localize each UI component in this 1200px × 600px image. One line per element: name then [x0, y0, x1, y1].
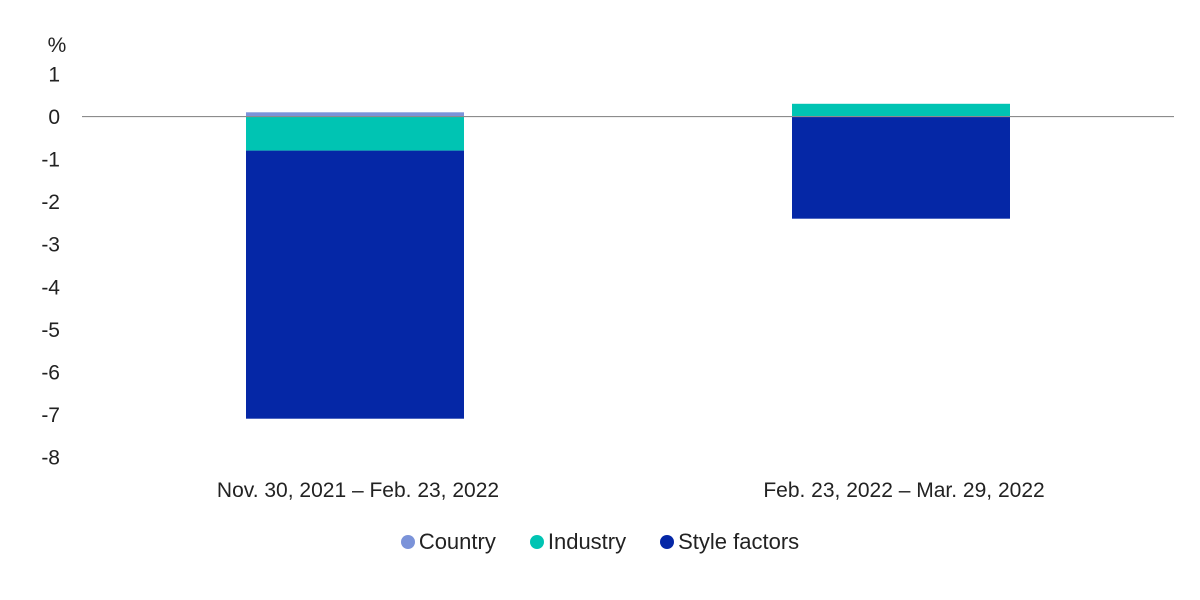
y-tick-label: 0	[48, 106, 60, 129]
y-tick-label: -1	[41, 149, 60, 172]
bar-segment-country	[246, 112, 464, 117]
legend-label: Industry	[547, 529, 627, 554]
legend-swatch-icon	[529, 535, 544, 549]
legend-item: Country	[400, 529, 496, 555]
bars	[246, 103, 1010, 419]
legend-item: Style factors	[660, 529, 799, 555]
y-tick-label: -4	[41, 276, 60, 299]
legend-label: Style factors	[678, 529, 800, 554]
legend-item: Industry	[529, 529, 627, 555]
legend-label: Country	[418, 529, 496, 554]
bar-segment-industry	[246, 116, 464, 151]
y-tick-label: -6	[41, 361, 60, 384]
y-tick-label: -8	[41, 447, 60, 470]
bar-segment-style-factors	[246, 150, 464, 419]
x-category-label: Nov. 30, 2021 – Feb. 23, 2022	[217, 479, 499, 502]
y-tick-label: -7	[41, 404, 60, 427]
y-axis-ticks: 1 0 -1 -2 -3 -4 -5 -6 -7 -8	[41, 64, 60, 470]
y-tick-label: -3	[41, 234, 60, 257]
x-axis-labels: Nov. 30, 2021 – Feb. 23, 2022 Feb. 23, 20…	[217, 479, 1045, 502]
y-tick-label: -2	[41, 191, 60, 214]
legend-swatch-icon	[400, 535, 415, 549]
y-tick-label: 1	[48, 64, 60, 87]
bar-segment-style-factors	[792, 116, 1010, 219]
x-category-label: Feb. 23, 2022 – Mar. 29, 2022	[763, 479, 1044, 502]
bar-segment-industry	[792, 103, 1010, 117]
legend-swatch-icon	[660, 535, 675, 549]
y-axis-unit-label: %	[48, 34, 67, 57]
legend: Country Industry Style factors	[0, 529, 1200, 555]
y-tick-label: -5	[41, 319, 60, 342]
